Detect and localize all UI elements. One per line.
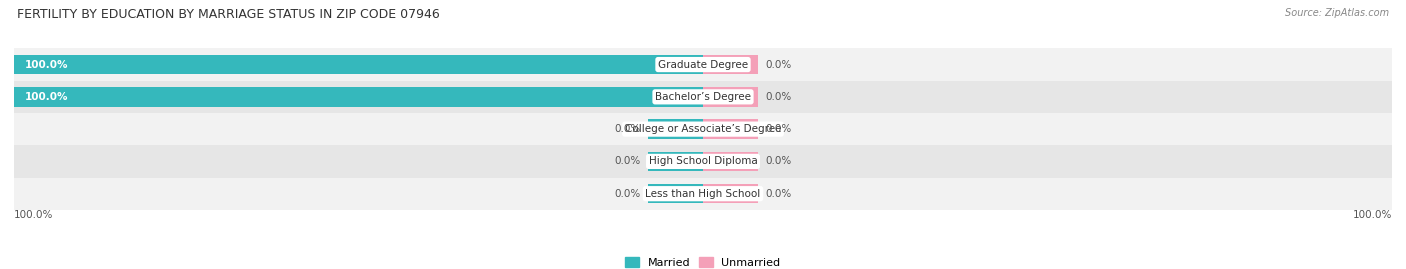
Bar bbox=[14, 113, 1392, 145]
Text: College or Associate’s Degree: College or Associate’s Degree bbox=[624, 124, 782, 134]
Bar bbox=[14, 48, 1392, 81]
Legend: Married, Unmarried: Married, Unmarried bbox=[621, 252, 785, 269]
Text: 0.0%: 0.0% bbox=[765, 59, 792, 70]
Bar bbox=[703, 55, 758, 74]
Text: 100.0%: 100.0% bbox=[24, 59, 67, 70]
Bar bbox=[14, 145, 1392, 178]
Text: Graduate Degree: Graduate Degree bbox=[658, 59, 748, 70]
Text: High School Diploma: High School Diploma bbox=[648, 156, 758, 167]
Text: 0.0%: 0.0% bbox=[614, 189, 641, 199]
Text: FERTILITY BY EDUCATION BY MARRIAGE STATUS IN ZIP CODE 07946: FERTILITY BY EDUCATION BY MARRIAGE STATU… bbox=[17, 8, 440, 21]
Bar bbox=[14, 55, 703, 74]
Bar bbox=[14, 81, 1392, 113]
Text: 100.0%: 100.0% bbox=[14, 210, 53, 220]
Text: Bachelor’s Degree: Bachelor’s Degree bbox=[655, 92, 751, 102]
Bar bbox=[703, 184, 758, 203]
Bar bbox=[648, 184, 703, 203]
Bar bbox=[703, 152, 758, 171]
Text: 0.0%: 0.0% bbox=[765, 156, 792, 167]
Text: 0.0%: 0.0% bbox=[614, 156, 641, 167]
Bar bbox=[703, 119, 758, 139]
Text: 0.0%: 0.0% bbox=[765, 189, 792, 199]
Text: Less than High School: Less than High School bbox=[645, 189, 761, 199]
Bar bbox=[14, 87, 703, 107]
Text: 100.0%: 100.0% bbox=[24, 92, 67, 102]
Text: Source: ZipAtlas.com: Source: ZipAtlas.com bbox=[1285, 8, 1389, 18]
Bar bbox=[703, 87, 758, 107]
Text: 0.0%: 0.0% bbox=[765, 124, 792, 134]
Bar bbox=[14, 178, 1392, 210]
Text: 0.0%: 0.0% bbox=[765, 92, 792, 102]
Bar bbox=[648, 119, 703, 139]
Text: 100.0%: 100.0% bbox=[1353, 210, 1392, 220]
Text: 0.0%: 0.0% bbox=[614, 124, 641, 134]
Bar bbox=[648, 152, 703, 171]
